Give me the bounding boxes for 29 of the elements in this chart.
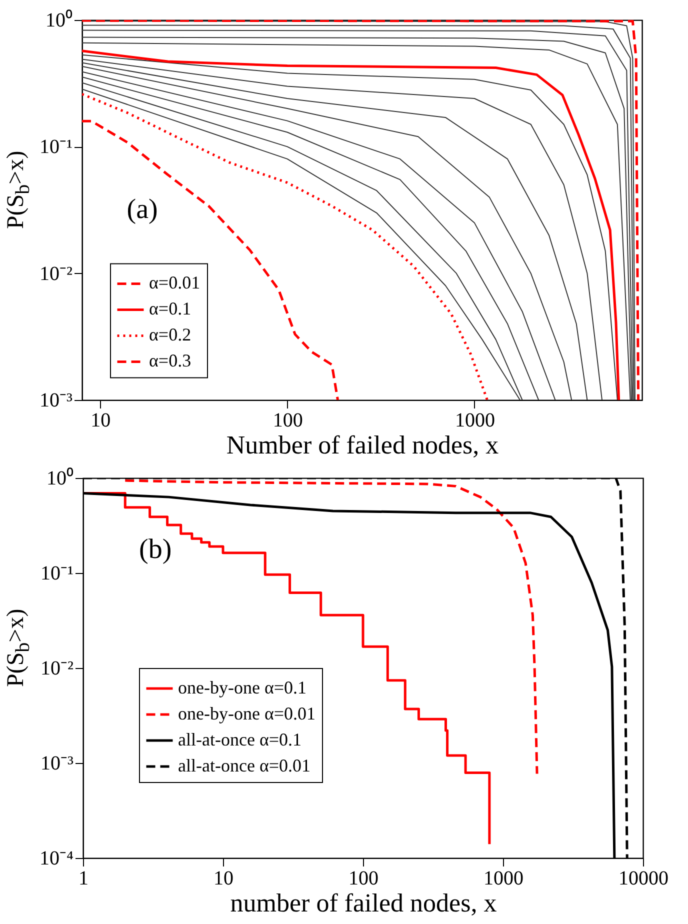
legend-label: all-at-once α=0.01 xyxy=(178,756,311,776)
legend-label: one-by-one α=0.1 xyxy=(178,678,307,698)
x-tick-label: 10 xyxy=(90,410,111,432)
y-tick-label: 10⁰ xyxy=(46,8,72,32)
x-tick-label: 1 xyxy=(78,868,88,890)
legend-label: α=0.3 xyxy=(149,350,192,371)
y-tick-label: 10⁻² xyxy=(40,658,74,680)
x-axis-title: number of failed nodes, x xyxy=(230,888,497,918)
annotation: (a) xyxy=(126,194,158,225)
legend-label: α=0.1 xyxy=(149,298,192,319)
y-tick-label: 10⁻¹ xyxy=(40,562,74,584)
y-tick-label: 10⁻³ xyxy=(40,390,72,412)
x-tick-label: 1000 xyxy=(455,410,495,432)
y-tick-label: 10⁻⁴ xyxy=(40,848,74,870)
y-tick-label: 10⁻¹ xyxy=(40,136,72,158)
annotation: (b) xyxy=(139,534,172,566)
x-tick-label: 100 xyxy=(272,410,303,432)
y-tick-label: 10⁻² xyxy=(40,262,72,285)
x-tick-label: 10000 xyxy=(618,868,668,890)
legend-label: α=0.01 xyxy=(149,272,200,293)
x-tick-label: 100 xyxy=(348,868,378,890)
y-tick-label: 10⁻³ xyxy=(40,752,74,774)
x-axis-title: Number of failed nodes, x xyxy=(226,430,499,460)
legend-label: all-at-once α=0.1 xyxy=(178,730,302,750)
y-tick-label: 10⁰ xyxy=(46,466,74,490)
legend-label: one-by-one α=0.01 xyxy=(178,704,316,724)
x-tick-label: 10 xyxy=(214,868,234,890)
x-tick-label: 1000 xyxy=(484,868,524,890)
legend-label: α=0.2 xyxy=(149,324,192,345)
